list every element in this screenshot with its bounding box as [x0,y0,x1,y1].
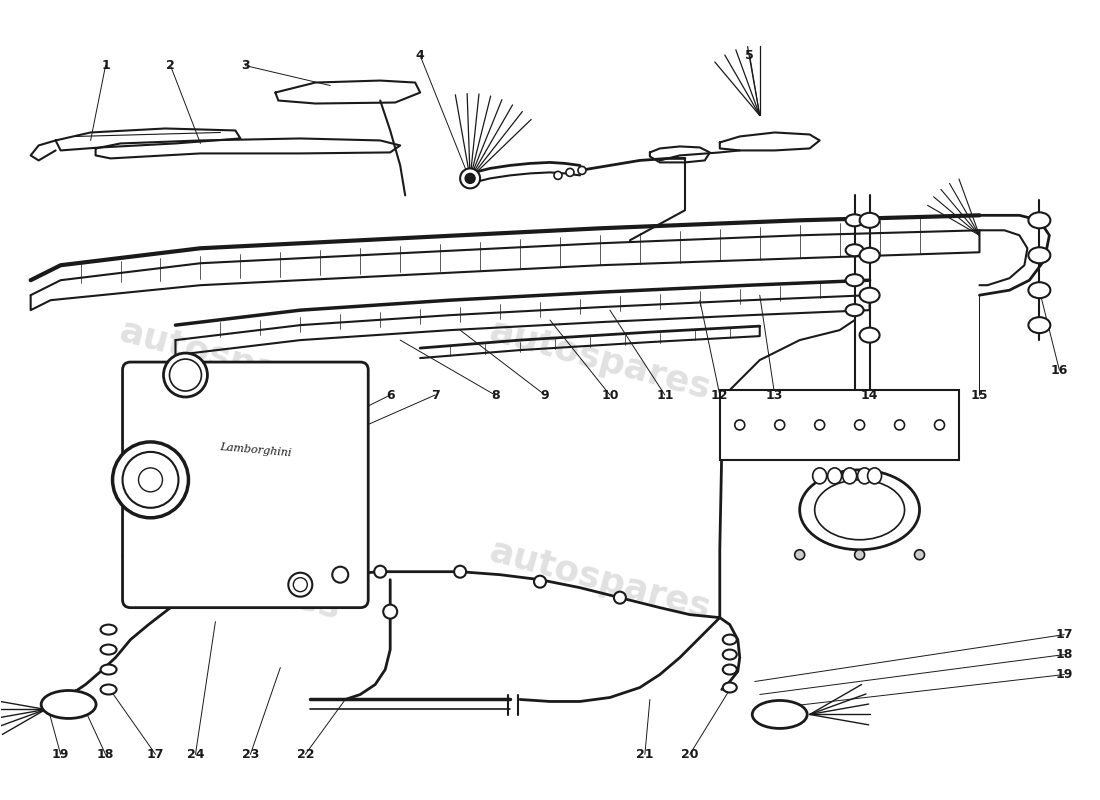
Circle shape [794,550,805,560]
Text: 17: 17 [1056,628,1074,641]
Ellipse shape [846,304,864,316]
Text: autospares: autospares [116,534,345,626]
Text: 21: 21 [636,748,653,761]
Circle shape [914,550,924,560]
Text: 12: 12 [711,389,728,402]
Ellipse shape [100,665,117,674]
Text: 5: 5 [746,49,755,62]
Circle shape [534,576,546,588]
Text: 4: 4 [416,49,425,62]
Ellipse shape [846,274,864,286]
Ellipse shape [1028,247,1050,263]
Ellipse shape [1028,282,1050,298]
Ellipse shape [41,690,96,718]
Ellipse shape [858,468,871,484]
Ellipse shape [813,468,827,484]
Text: 14: 14 [861,389,878,402]
Circle shape [332,566,349,582]
Circle shape [566,169,574,176]
Text: 19: 19 [52,748,69,761]
Text: 9: 9 [541,389,549,402]
Circle shape [374,566,386,578]
Ellipse shape [100,645,117,654]
Ellipse shape [846,244,864,256]
Ellipse shape [859,248,880,262]
Text: 1: 1 [101,59,110,72]
Circle shape [122,452,178,508]
Text: autospares: autospares [485,534,714,626]
Circle shape [855,550,865,560]
Text: 22: 22 [297,748,315,761]
Circle shape [139,468,163,492]
Ellipse shape [859,328,880,342]
Circle shape [454,566,466,578]
Circle shape [735,420,745,430]
Ellipse shape [1028,212,1050,228]
Circle shape [383,605,397,618]
Text: 7: 7 [431,389,440,402]
Ellipse shape [100,625,117,634]
Text: autospares: autospares [485,314,714,406]
Ellipse shape [843,468,857,484]
Text: 10: 10 [602,389,618,402]
Text: 16: 16 [1050,363,1068,377]
Text: 18: 18 [97,748,114,761]
Text: 17: 17 [146,748,164,761]
Text: autospares: autospares [116,314,345,406]
FancyBboxPatch shape [122,362,369,608]
Circle shape [164,353,208,397]
Circle shape [774,420,784,430]
Circle shape [460,169,480,188]
Text: 15: 15 [970,389,988,402]
Circle shape [935,420,945,430]
Ellipse shape [752,701,807,729]
Ellipse shape [723,665,737,674]
Text: 24: 24 [187,748,205,761]
Circle shape [294,578,307,592]
Text: 13: 13 [766,389,783,402]
Ellipse shape [827,468,842,484]
FancyBboxPatch shape [719,390,959,460]
Circle shape [894,420,904,430]
Circle shape [815,420,825,430]
Circle shape [578,166,586,174]
Text: 18: 18 [1056,648,1072,661]
Text: 6: 6 [386,389,395,402]
Ellipse shape [815,480,904,540]
Text: 3: 3 [241,59,250,72]
Circle shape [112,442,188,518]
Text: 20: 20 [681,748,698,761]
Ellipse shape [859,288,880,302]
Ellipse shape [859,213,880,228]
Text: Lamborghini: Lamborghini [219,442,292,458]
Circle shape [554,171,562,179]
Circle shape [288,573,312,597]
Ellipse shape [846,214,864,226]
Circle shape [169,359,201,391]
Ellipse shape [800,470,920,550]
Text: 23: 23 [242,748,260,761]
Ellipse shape [723,634,737,645]
Ellipse shape [723,650,737,659]
Circle shape [855,420,865,430]
Text: 2: 2 [166,59,175,72]
Ellipse shape [100,685,117,694]
Ellipse shape [868,468,881,484]
Text: 8: 8 [491,389,499,402]
Text: 11: 11 [656,389,673,402]
Circle shape [465,174,475,183]
Ellipse shape [723,682,737,693]
Circle shape [614,592,626,604]
Ellipse shape [1028,317,1050,333]
Text: 19: 19 [1056,668,1072,681]
